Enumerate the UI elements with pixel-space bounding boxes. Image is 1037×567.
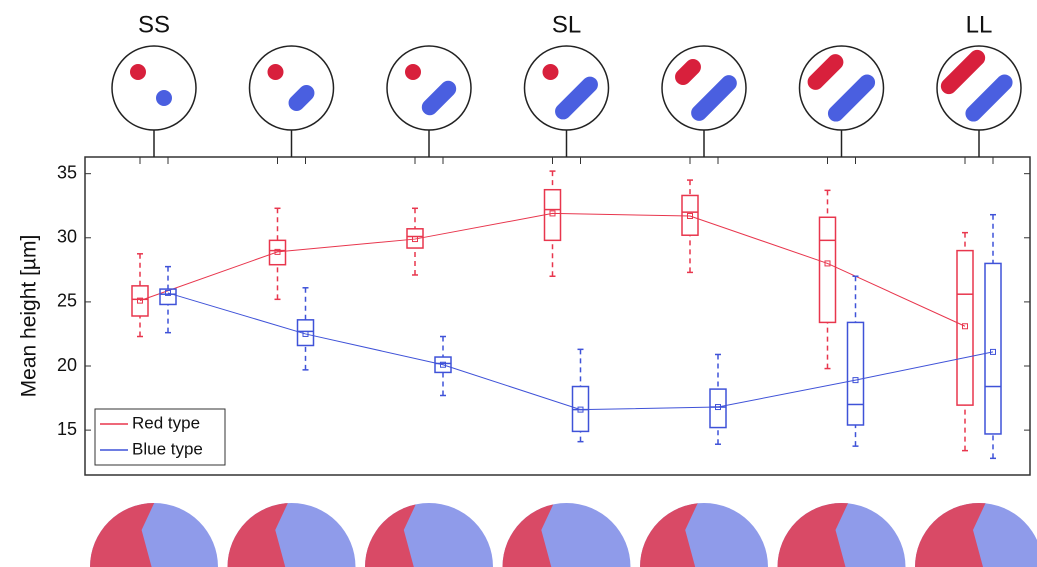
y-tick-label: 15 [57,419,77,439]
legend-label: Red type [132,413,200,432]
mean-marker [137,297,143,304]
box [268,239,287,266]
group-label: LL [966,11,993,38]
hemisphere [90,503,218,567]
red-particle [807,54,844,90]
box [709,388,727,429]
blue-particle [156,90,172,106]
box [131,285,149,317]
blue-particle [288,85,315,111]
blue-particle [555,76,598,120]
hemisphere [365,503,493,567]
mean-marker [165,289,171,296]
box [543,188,562,242]
y-tick-label: 20 [57,355,77,375]
box [434,356,452,374]
icon-circle [111,45,197,131]
box [406,228,424,249]
group-label: SL [552,11,581,38]
group-label: SS [138,11,170,38]
blue-particle [965,74,1013,122]
box [296,319,315,347]
blue-particle [421,80,457,116]
box [159,288,177,306]
box [818,216,837,324]
legend-label: Blue type [132,439,203,458]
hemisphere [640,503,768,567]
series [131,170,974,452]
blue-particle [827,74,876,122]
red-particle [405,64,421,80]
hemisphere [227,503,356,567]
hemisphere [502,503,631,567]
mean-marker [990,348,996,355]
y-tick-label: 25 [57,291,77,311]
mean-marker [440,361,446,368]
icon-circle [248,45,335,131]
icon-circle [386,45,472,131]
hemisphere [915,503,1037,567]
red-particle [130,64,146,80]
mean-marker [962,323,968,330]
red-particle [542,64,559,80]
mean-marker [824,260,831,267]
mean-line [167,292,994,411]
mean-marker [302,330,309,337]
series [159,213,1002,460]
red-particle [675,59,701,85]
blue-particle [691,75,737,121]
plot-frame [84,156,1031,476]
mean-line [139,212,966,327]
y-axis-label: Mean height [µm] [18,235,41,398]
legend: Red type Blue type [94,408,226,466]
y-tick-label: 35 [57,162,77,182]
y-tick-label: 30 [57,227,77,247]
box [846,321,865,426]
red-particle [940,49,986,95]
legend-box [94,408,226,466]
box [984,262,1002,435]
red-particle [267,64,284,80]
box [956,249,974,406]
hemisphere [777,503,906,567]
box [681,194,699,236]
